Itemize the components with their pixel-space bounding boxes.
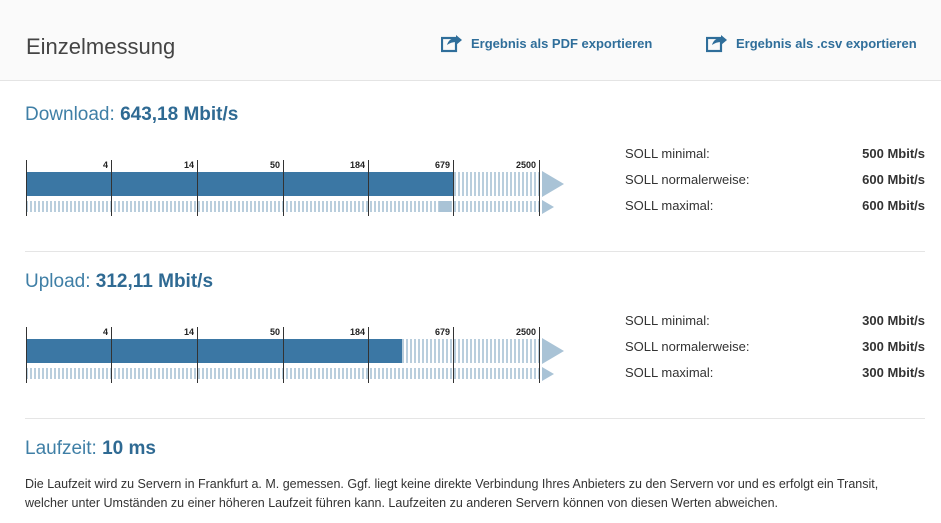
soll-value: 600 Mbit/s [862,198,925,213]
meter-tick [368,327,369,383]
upload-soll-table: SOLL minimal: 300 Mbit/s SOLL normalerweis… [625,313,925,391]
soll-row: SOLL maximal: 300 Mbit/s [625,365,925,391]
meter-tick-label: 679 [434,160,450,170]
soll-label: SOLL minimal: [625,313,710,328]
meter-tick [539,327,540,383]
meter-arrow [542,338,564,364]
export-pdf-label: Ergebnis als PDF exportieren [471,35,653,51]
download-label: Download: [25,104,115,125]
soll-row: SOLL maximal: 600 Mbit/s [625,198,925,224]
meter-tick-label: 2500 [515,327,536,337]
divider [25,251,925,252]
meter-tick [197,160,198,216]
divider [25,418,925,419]
export-csv-label: Ergebnis als .csv exportieren [736,35,917,51]
meter-tick [283,327,284,383]
meter-tick-label: 184 [349,327,365,337]
soll-label: SOLL normalerweise: [625,172,750,187]
meter-tick [26,160,27,216]
meter-arrow-small [542,367,554,381]
soll-value: 500 Mbit/s [862,146,925,161]
export-pdf-button[interactable]: Ergebnis als PDF exportieren [441,33,652,53]
soll-label: SOLL maximal: [625,198,714,213]
meter-tick [539,160,540,216]
meter-arrow [542,171,564,197]
meter-tick-label: 50 [269,160,280,170]
latency-label: Laufzeit: [25,438,97,459]
meter-tick [453,327,454,383]
soll-row: SOLL normalerweise: 600 Mbit/s [625,172,925,198]
meter-tick [283,160,284,216]
page-title: Einzelmessung [26,34,176,59]
meter-tick [368,160,369,216]
meter-tick-label: 4 [102,160,108,170]
soll-label: SOLL maximal: [625,365,714,380]
meter-tick [197,327,198,383]
latency-title: Laufzeit: 10 ms [25,438,156,460]
meter-tick-label: 2500 [515,160,536,170]
download-title: Download: 643,18 Mbit/s [25,104,238,126]
soll-value: 600 Mbit/s [862,172,925,187]
upload-label: Upload: [25,271,91,292]
meter-tick [111,160,112,216]
download-soll-table: SOLL minimal: 500 Mbit/s SOLL normalerweis… [625,146,925,224]
soll-row: SOLL minimal: 500 Mbit/s [625,146,925,172]
upload-value: 312,11 Mbit/s [95,271,214,292]
meter-secondary-background [26,368,542,379]
soll-value: 300 Mbit/s [862,365,925,380]
soll-label: SOLL minimal: [625,146,710,161]
soll-row: SOLL normalerweise: 300 Mbit/s [625,339,925,365]
upload-title: Upload: 312,11 Mbit/s [25,271,213,293]
meter-tick-label: 4 [102,327,108,337]
meter-tick-label: 14 [183,327,194,337]
soll-value: 300 Mbit/s [862,339,925,354]
meter-secondary-background [26,201,542,212]
latency-value: 10 ms [102,438,156,459]
export-icon [441,35,462,53]
meter-tick [453,160,454,216]
meter-tick-label: 14 [183,160,194,170]
meter-tick-label: 679 [434,327,450,337]
page-header: Einzelmessung Ergebnis als PDF exportier… [0,0,941,81]
meter-tick-label: 184 [349,160,365,170]
download-meter: 4 14 50 184 679 2500 [26,160,566,216]
meter-arrow-small [542,200,554,214]
meter-secondary-bar [439,201,451,212]
soll-row: SOLL minimal: 300 Mbit/s [625,313,925,339]
meter-tick-label: 50 [269,327,280,337]
meter-tick [26,327,27,383]
meter-measured-bar [26,339,402,363]
soll-value: 300 Mbit/s [862,313,925,328]
download-value: 643,18 Mbit/s [120,104,239,125]
export-icon [706,35,727,53]
meter-measured-bar [26,172,453,196]
export-csv-button[interactable]: Ergebnis als .csv exportieren [706,33,917,53]
soll-label: SOLL normalerweise: [625,339,750,354]
latency-note: Die Laufzeit wird zu Servern in Frankfur… [25,477,879,510]
upload-meter: 4 14 50 184 679 2500 [26,327,566,383]
meter-tick [111,327,112,383]
